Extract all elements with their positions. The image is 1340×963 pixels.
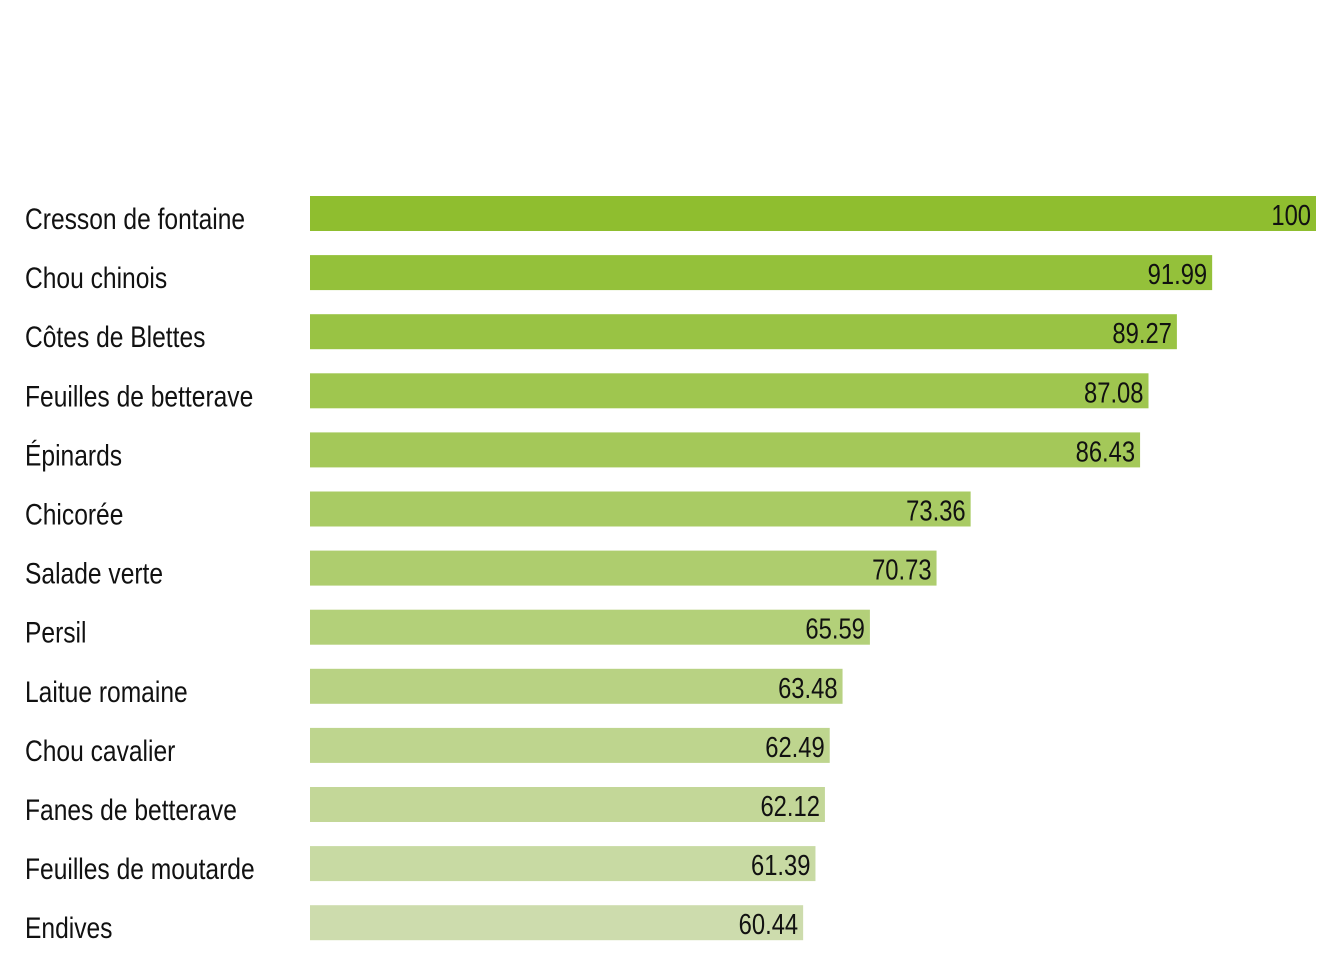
bar: [310, 668, 843, 704]
bar: [310, 373, 1149, 409]
category-label: Cresson de fontaine: [25, 202, 245, 236]
bar: [310, 314, 1177, 350]
bar: [310, 550, 937, 586]
category-label: Fanes de betterave: [25, 793, 237, 827]
category-label: Feuilles de moutarde: [25, 852, 255, 886]
category-label: Laitue romaine: [25, 674, 188, 708]
value-label: 62.49: [765, 731, 824, 764]
category-label: Salade verte: [25, 556, 163, 590]
category-label: Épinards: [25, 438, 122, 472]
bar: [310, 727, 830, 763]
value-label: 61.39: [751, 849, 810, 882]
value-label: 60.44: [739, 908, 798, 941]
category-label: Persil: [25, 615, 86, 649]
value-label: 86.43: [1076, 435, 1135, 468]
value-label: 91.99: [1148, 258, 1207, 291]
bar: [310, 609, 870, 645]
category-label: Chicorée: [25, 497, 123, 531]
bar: [310, 787, 825, 822]
value-label: 89.27: [1112, 317, 1171, 350]
value-label: 63.48: [778, 672, 837, 705]
bar: [310, 432, 1141, 468]
category-label: Endives: [25, 911, 112, 945]
category-label: Côtes de Blettes: [25, 320, 205, 354]
bar: [310, 491, 971, 527]
value-label: 73.36: [906, 494, 965, 527]
value-label: 65.59: [805, 612, 864, 645]
bar: [310, 846, 816, 882]
value-label: 87.08: [1084, 376, 1143, 409]
value-label: 70.73: [872, 553, 931, 586]
bar: [310, 255, 1213, 291]
bar: [310, 905, 804, 941]
category-label: Chou chinois: [25, 261, 167, 295]
bar: [310, 196, 1316, 231]
value-label: 100: [1271, 199, 1311, 232]
category-label: Feuilles de betterave: [25, 379, 253, 413]
value-label: 62.12: [760, 790, 819, 823]
category-label: Chou cavalier: [25, 734, 175, 768]
